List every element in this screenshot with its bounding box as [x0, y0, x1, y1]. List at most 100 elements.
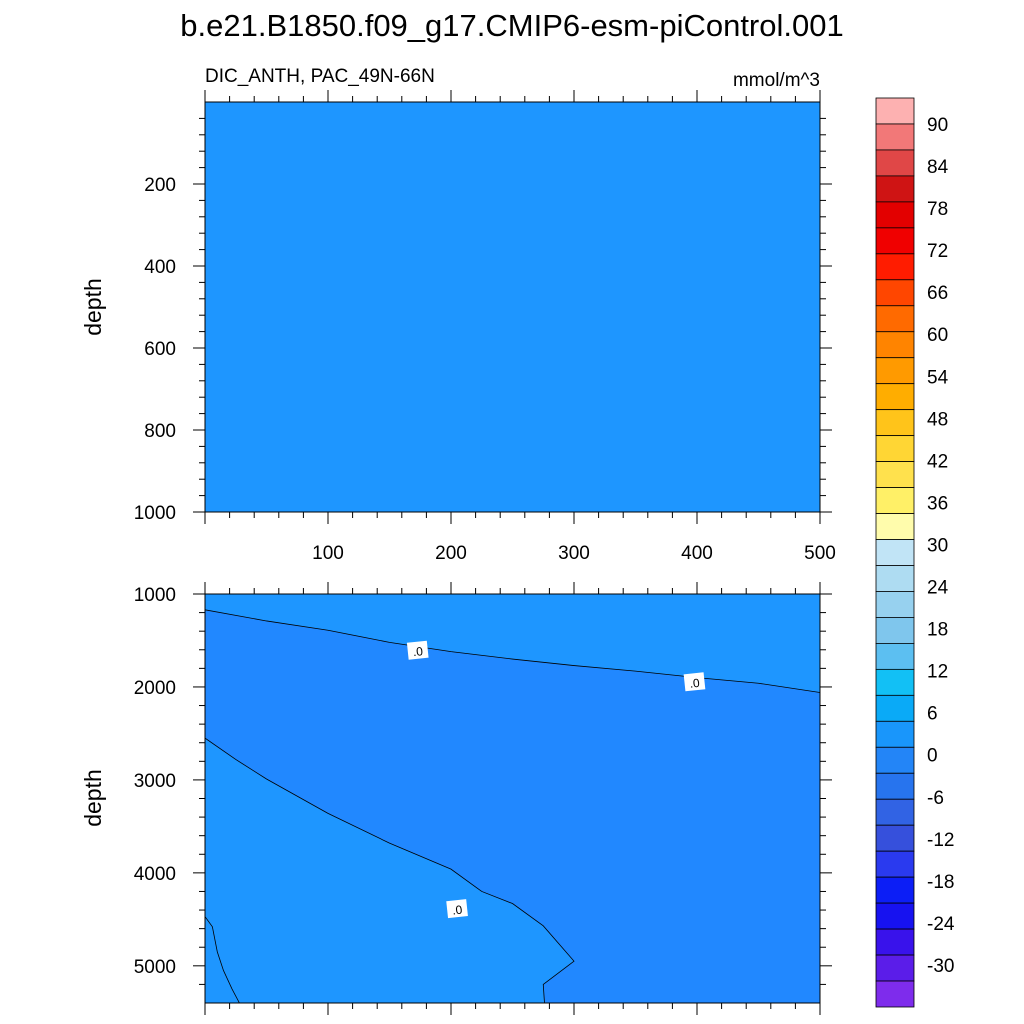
lower-negative-band [205, 609, 820, 1003]
colorbar-labels: 908478726660544842363024181260-6-12-18-2… [927, 115, 955, 977]
upper-x-tick-label: 200 [435, 543, 467, 564]
lower-ticks [193, 582, 832, 1015]
colorbar-box [875, 694, 915, 722]
colorbar-box [875, 409, 915, 437]
lower-y-axis-label: depth [80, 769, 106, 827]
colorbar-box [875, 539, 915, 566]
lower-y-tick-label: 2000 [134, 678, 176, 699]
lower-y-tick-label: 1000 [134, 585, 176, 606]
colorbar-box [875, 97, 915, 125]
colorbar-box [875, 383, 915, 411]
colorbar-boxes [875, 97, 915, 1008]
colorbar-box [875, 487, 915, 514]
colorbar-label: -18 [927, 872, 954, 893]
contour-line-1 [205, 609, 820, 693]
upper-y-tick-label: 400 [144, 257, 176, 278]
colorbar-box [875, 876, 915, 904]
colorbar-label: -6 [927, 788, 944, 809]
colorbar-label: 6 [927, 704, 938, 725]
lower-y-tick-labels: 1000 2000 3000 4000 5000 [134, 585, 176, 978]
colorbar-box [875, 513, 915, 540]
colorbar-label: 18 [927, 620, 948, 641]
colorbar-box [875, 123, 915, 151]
colorbar-box [875, 954, 915, 982]
lower-panel: .0 .0 .0 1000 2000 3000 4000 5000 depth [80, 582, 832, 1015]
colorbar-label: 42 [927, 451, 948, 472]
colorbar-box [875, 331, 915, 359]
contour-label: .0 [452, 903, 464, 918]
colorbar-box [875, 435, 915, 462]
colorbar-box [875, 824, 915, 852]
lower-y-tick-label: 4000 [134, 864, 176, 885]
lower-contour-lines [205, 609, 820, 1003]
colorbar-box [875, 928, 915, 956]
colorbar: 908478726660544842363024181260-6-12-18-2… [875, 97, 955, 1008]
colorbar-label: -12 [927, 830, 954, 851]
upper-x-tick-label: 300 [558, 543, 590, 564]
contour-label-box [446, 899, 468, 919]
contour-line-3 [205, 916, 240, 1003]
lower-y-tick-label: 5000 [134, 957, 176, 978]
colorbar-label: 84 [927, 157, 949, 178]
colorbar-box [875, 305, 915, 333]
upper-panel: DIC_ANTH, PAC_49N-66N mmol/m^3 100 200 300… [80, 66, 836, 564]
colorbar-label: -24 [927, 914, 955, 935]
upper-y-axis-label: depth [80, 278, 106, 336]
upper-x-tick-label: 100 [312, 543, 344, 564]
upper-plot-fill [205, 102, 820, 512]
colorbar-label: 24 [927, 578, 949, 599]
colorbar-box [875, 227, 915, 255]
contour-label: .0 [412, 644, 424, 659]
upper-x-tick-label: 400 [681, 543, 713, 564]
colorbar-label: 36 [927, 493, 948, 514]
colorbar-box [875, 980, 915, 1008]
colorbar-box [875, 850, 915, 878]
colorbar-box [875, 175, 915, 203]
colorbar-box [875, 668, 915, 696]
upper-x-tick-labels: 100 200 300 400 500 [312, 543, 836, 564]
colorbar-label: 0 [927, 746, 938, 767]
units-subtitle: mmol/m^3 [733, 70, 820, 91]
colorbar-label: 66 [927, 283, 948, 304]
upper-y-tick-label: 800 [144, 421, 176, 442]
colorbar-label: 54 [927, 367, 949, 388]
colorbar-box [875, 902, 915, 930]
colorbar-box [875, 461, 915, 488]
colorbar-label: 72 [927, 241, 948, 262]
upper-x-tick-label: 500 [804, 543, 836, 564]
colorbar-box [875, 617, 915, 644]
colorbar-box [875, 565, 915, 592]
upper-y-tick-labels: 200 400 600 800 1000 [134, 175, 176, 524]
colorbar-label: 12 [927, 662, 948, 683]
colorbar-box [875, 201, 915, 229]
colorbar-box [875, 149, 915, 177]
upper-y-tick-label: 1000 [134, 503, 176, 524]
colorbar-box [875, 643, 915, 670]
colorbar-label: -30 [927, 956, 954, 977]
colorbar-box [875, 279, 915, 307]
upper-y-tick-label: 600 [144, 339, 176, 360]
colorbar-label: 78 [927, 199, 948, 220]
colorbar-label: 60 [927, 325, 948, 346]
lower-contour-labels: .0 .0 .0 [406, 640, 706, 919]
contour-label: .0 [689, 676, 701, 691]
colorbar-box [875, 357, 915, 385]
colorbar-box [875, 798, 915, 826]
upper-y-tick-label: 200 [144, 175, 176, 196]
colorbar-label: 30 [927, 535, 948, 556]
colorbar-box [875, 720, 915, 748]
colorbar-label: 90 [927, 115, 948, 136]
colorbar-box [875, 772, 915, 800]
colorbar-box [875, 746, 915, 774]
left-subtitle: DIC_ANTH, PAC_49N-66N [205, 66, 435, 87]
upper-plot-frame [204, 101, 821, 513]
figure-title: b.e21.B1850.f09_g17.CMIP6-esm-piControl.… [180, 8, 843, 43]
colorbar-box [875, 591, 915, 618]
contour-label-box [406, 640, 429, 660]
colorbar-label: 48 [927, 409, 948, 430]
contour-line-2 [205, 737, 575, 1003]
upper-ticks [193, 90, 832, 524]
colorbar-box [875, 253, 915, 281]
contour-label-box [683, 672, 706, 692]
